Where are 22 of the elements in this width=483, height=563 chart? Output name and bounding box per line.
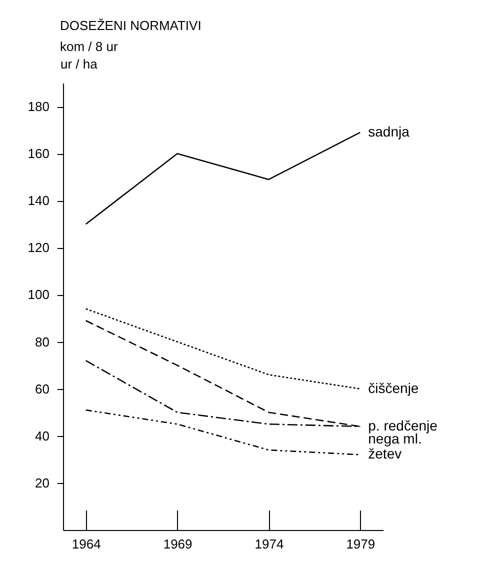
y-tick-label: 120 — [28, 240, 50, 256]
series-label: žetev — [368, 446, 402, 462]
y-tick-label: 60 — [35, 381, 50, 396]
y-tick-label: 180 — [28, 99, 50, 114]
y-tick-label: 20 — [35, 475, 50, 490]
line-series — [85, 132, 361, 225]
y-tick-label: 100 — [28, 287, 50, 302]
y-tick-label: 160 — [28, 146, 50, 162]
x-tick-label: 1964 — [72, 536, 101, 552]
y-axis-title: ur / ha — [60, 56, 98, 72]
chart-subtitle: kom / 8 ur — [60, 39, 118, 54]
x-tick-label: 1969 — [163, 536, 192, 552]
line-series — [85, 409, 361, 456]
y-tick-label: 40 — [35, 428, 50, 444]
x-tick-label: 1974 — [254, 536, 284, 552]
y-tick-label: 80 — [35, 334, 50, 350]
line-series — [85, 308, 361, 390]
chart-title: DOSEŽENI NORMATIVI — [60, 18, 202, 33]
x-tick-label: 1979 — [346, 536, 376, 552]
y-tick-label: 140 — [28, 193, 50, 208]
series-label: sadnja — [368, 123, 410, 140]
series-label: čiščenje — [368, 380, 419, 396]
